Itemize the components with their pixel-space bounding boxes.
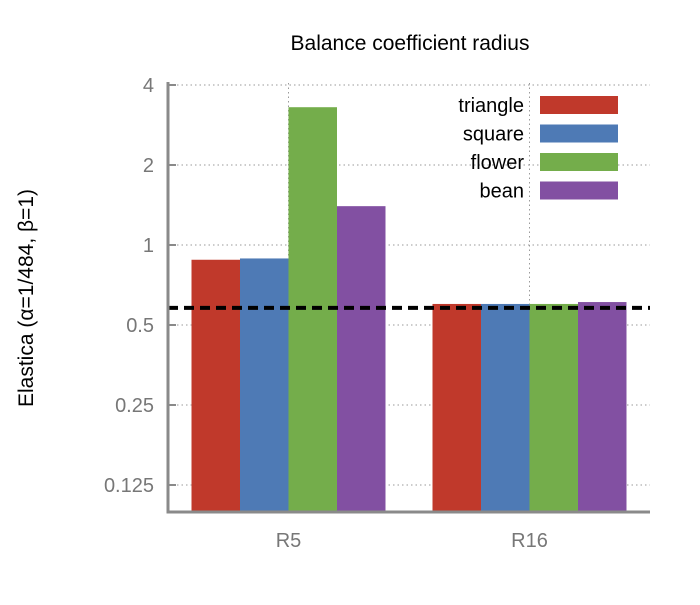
y-axis-label: Elastica (α=1/484, β=1): [15, 189, 38, 407]
x-tick-label: R5: [276, 530, 302, 552]
x-tick-label: R16: [511, 530, 548, 552]
bar-square-r5: [240, 258, 289, 512]
legend-label-triangle: triangle: [458, 95, 524, 117]
y-tick-label: 1: [143, 235, 154, 257]
bar-bean-r5: [337, 206, 386, 513]
y-tick-label: 0.5: [126, 315, 154, 337]
bar-square-r16: [481, 303, 530, 512]
bar-bean-r16: [578, 302, 627, 512]
legend-swatch-square: [540, 124, 618, 143]
legend-swatch-bean: [540, 181, 618, 200]
bar-triangle-r16: [432, 303, 481, 512]
y-tick-label: 0.25: [115, 395, 154, 417]
legend-swatch-triangle: [540, 96, 618, 114]
y-tick-label: 2: [143, 155, 154, 177]
legend: triangle square flower bean: [458, 95, 618, 203]
bar-flower-r16: [529, 303, 578, 512]
bars: [191, 107, 627, 513]
axes: [166, 82, 650, 514]
legend-swatch-flower: [540, 153, 618, 171]
bar-triangle-r5: [191, 259, 240, 512]
y-tick-label: 4: [143, 75, 154, 97]
y-tick-label: 0.125: [104, 475, 154, 497]
legend-label-square: square: [463, 124, 524, 146]
chart-title: Balance coefficient radius: [291, 32, 530, 55]
tick-labels: 0.125 0.25 0.5 1 2 4 R5 R16: [104, 75, 548, 552]
legend-label-bean: bean: [480, 181, 525, 203]
legend-label-flower: flower: [471, 152, 525, 174]
